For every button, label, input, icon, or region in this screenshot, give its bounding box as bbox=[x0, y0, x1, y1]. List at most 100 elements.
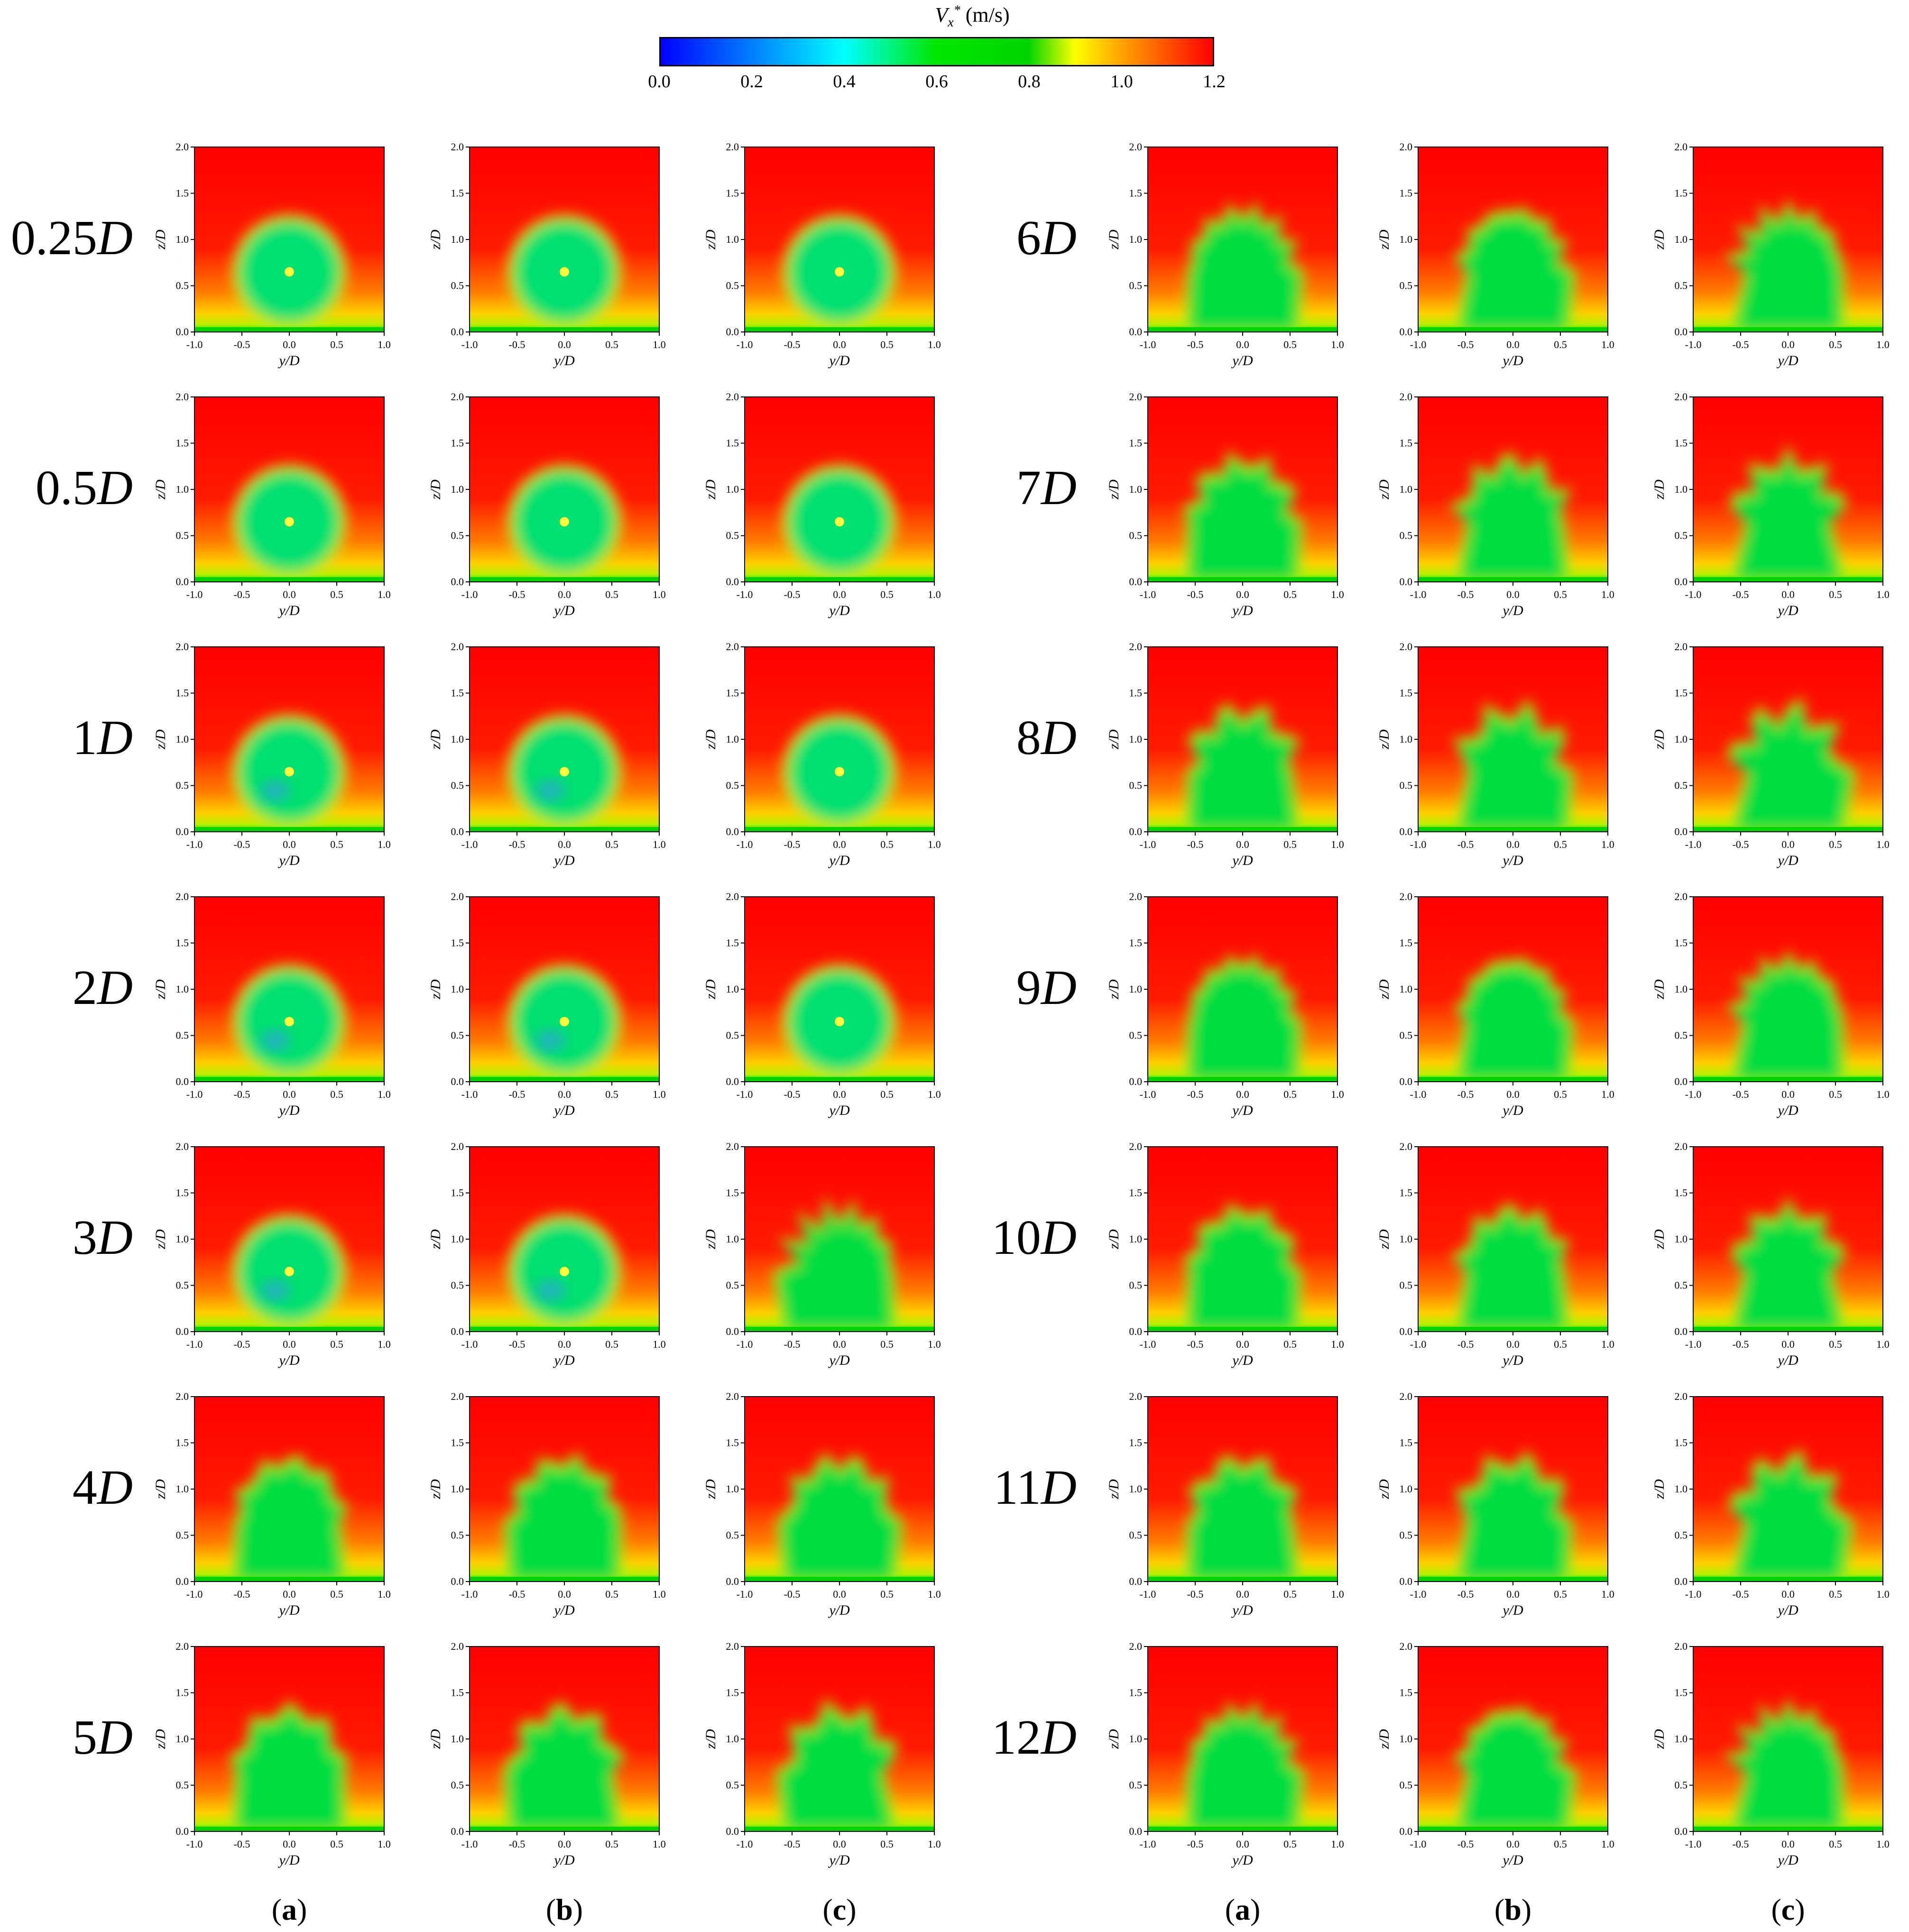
row-label-number: 12 bbox=[991, 1710, 1041, 1765]
y-tick-label: 0.0 bbox=[176, 326, 189, 338]
y-axis-label: z/D bbox=[1376, 479, 1392, 500]
y-tick-label: 0.5 bbox=[726, 780, 739, 791]
y-axis-label: z/D bbox=[428, 1729, 443, 1749]
y-tick-label: 1.0 bbox=[1129, 233, 1143, 245]
row-label-number: 11 bbox=[993, 1460, 1041, 1515]
x-tick-label: 0.5 bbox=[605, 1338, 618, 1350]
x-tick-label: -1.0 bbox=[186, 589, 203, 600]
panel-svg: -1.0 -0.5 0.0 0.5 1.0 0.0 0.5 1.0 1.5 2.0 y/D z/D bbox=[428, 891, 666, 1118]
row-label-left: 3D bbox=[0, 1213, 133, 1262]
velocity-field bbox=[1418, 897, 1608, 1082]
x-axis-label: y/D bbox=[1501, 1602, 1523, 1618]
velocity-field bbox=[1418, 1397, 1608, 1582]
y-tick-label: 0.0 bbox=[726, 1076, 739, 1087]
y-tick-label: 1.0 bbox=[451, 1733, 464, 1745]
plot-area: -1.0 -0.5 0.0 0.5 1.0 0.0 0.5 1.0 1.5 2.0 y/D z/D bbox=[1376, 1390, 1614, 1618]
y-tick-label: 1.0 bbox=[726, 1733, 739, 1745]
y-tick-label: 0.5 bbox=[176, 1030, 189, 1041]
wake-blurred bbox=[1729, 444, 1847, 582]
panel-svg: -1.0 -0.5 0.0 0.5 1.0 0.0 0.5 1.0 1.5 2.0 y/D z/D bbox=[1376, 1640, 1614, 1868]
ground-layer bbox=[745, 827, 934, 832]
y-tick-label: 0.0 bbox=[1129, 1076, 1143, 1087]
x-tick-label: 0.0 bbox=[283, 589, 296, 600]
colorbar-title: Vx* (m/s) bbox=[935, 3, 1010, 30]
y-tick-label: 1.5 bbox=[726, 1687, 739, 1699]
x-tick-label: -1.0 bbox=[737, 838, 753, 850]
contour-panel: -1.0 -0.5 0.0 0.5 1.0 0.0 0.5 1.0 1.5 2.0 y/D z/D bbox=[427, 138, 669, 382]
y-axis-label: z/D bbox=[1106, 230, 1122, 250]
x-tick-label: -1.0 bbox=[1685, 1088, 1702, 1100]
plot-area: -1.0 -0.5 0.0 0.5 1.0 0.0 0.5 1.0 1.5 2.0 y/D z/D bbox=[1651, 391, 1890, 618]
y-tick-label: 0.5 bbox=[1675, 280, 1688, 292]
wake-blurred bbox=[1454, 957, 1575, 1082]
x-tick-label: -1.0 bbox=[737, 589, 753, 600]
panel-svg: -1.0 -0.5 0.0 0.5 1.0 0.0 0.5 1.0 1.5 2.0 y/D z/D bbox=[428, 391, 666, 618]
contour-panel: -1.0 -0.5 0.0 0.5 1.0 0.0 0.5 1.0 1.5 2.0 y/D z/D bbox=[1651, 1387, 1892, 1631]
x-tick-label: -0.5 bbox=[784, 1338, 801, 1350]
plot-area: -1.0 -0.5 0.0 0.5 1.0 0.0 0.5 1.0 1.5 2.0 y/D z/D bbox=[703, 391, 941, 618]
x-tick-label: 0.0 bbox=[558, 1088, 571, 1100]
x-tick-label: 0.5 bbox=[605, 838, 618, 850]
y-tick-label: 0.5 bbox=[451, 530, 464, 542]
wake-core bbox=[1458, 215, 1572, 330]
ground-layer bbox=[745, 1827, 934, 1831]
contour-panel: -1.0 -0.5 0.0 0.5 1.0 0.0 0.5 1.0 1.5 2.0 y/D z/D bbox=[427, 1637, 669, 1881]
panel-svg: -1.0 -0.5 0.0 0.5 1.0 0.0 0.5 1.0 1.5 2.0 y/D z/D bbox=[1106, 641, 1344, 868]
x-tick-label: 0.0 bbox=[1236, 1588, 1249, 1600]
x-tick-label: -0.5 bbox=[1733, 589, 1749, 600]
wake-blurred bbox=[1449, 451, 1572, 582]
y-tick-label: 0.0 bbox=[1400, 1325, 1413, 1337]
y-tick-label: 1.5 bbox=[1675, 187, 1688, 199]
wake-blurred bbox=[1451, 1203, 1570, 1332]
x-tick-label: 1.0 bbox=[1876, 339, 1890, 350]
x-axis-label: y/D bbox=[277, 353, 300, 368]
plot-area: -1.0 -0.5 0.0 0.5 1.0 0.0 0.5 1.0 1.5 2.0 y/D z/D bbox=[1376, 391, 1614, 618]
y-axis-label: z/D bbox=[1376, 230, 1392, 250]
wake-blurred bbox=[1724, 199, 1845, 332]
row-label-right: 12D bbox=[944, 1713, 1077, 1762]
ground-layer bbox=[1693, 1077, 1883, 1082]
y-tick-label: 1.0 bbox=[451, 983, 464, 995]
row-label-right: 7D bbox=[944, 463, 1077, 513]
y-tick-label: 1.0 bbox=[1400, 1233, 1413, 1245]
contour-panel: -1.0 -0.5 0.0 0.5 1.0 0.0 0.5 1.0 1.5 2.0 y/D z/D bbox=[1105, 1637, 1347, 1881]
velocity-field bbox=[745, 1147, 934, 1332]
y-tick-label: 0.0 bbox=[726, 1575, 739, 1587]
y-tick-label: 1.0 bbox=[1400, 983, 1413, 995]
plot-area: -1.0 -0.5 0.0 0.5 1.0 0.0 0.5 1.0 1.5 2.0 y/D z/D bbox=[1106, 1390, 1344, 1618]
ground-layer bbox=[1418, 1327, 1608, 1332]
y-tick-label: 0.5 bbox=[176, 530, 189, 542]
x-tick-label: 0.0 bbox=[1781, 339, 1795, 350]
y-tick-label: 0.0 bbox=[451, 1076, 464, 1087]
y-axis-label: z/D bbox=[703, 1479, 719, 1500]
y-tick-label: 2.0 bbox=[451, 391, 464, 403]
y-tick-label: 0.5 bbox=[451, 780, 464, 791]
y-tick-label: 1.0 bbox=[1675, 483, 1688, 495]
y-tick-label: 1.5 bbox=[451, 1187, 464, 1199]
y-tick-label: 2.0 bbox=[726, 891, 739, 902]
x-axis-label: y/D bbox=[1501, 853, 1523, 868]
x-tick-label: -1.0 bbox=[1685, 1338, 1702, 1350]
x-tick-label: 1.0 bbox=[1331, 589, 1344, 600]
x-tick-label: 0.0 bbox=[833, 1338, 846, 1350]
x-tick-label: 0.5 bbox=[330, 838, 343, 850]
contour-panel: -1.0 -0.5 0.0 0.5 1.0 0.0 0.5 1.0 1.5 2.0 y/D z/D bbox=[1375, 1137, 1617, 1381]
wake-core bbox=[1734, 453, 1842, 580]
panel-svg: -1.0 -0.5 0.0 0.5 1.0 0.0 0.5 1.0 1.5 2.0 y/D z/D bbox=[428, 1141, 666, 1368]
x-tick-label: -0.5 bbox=[1733, 339, 1749, 350]
x-tick-label: 0.5 bbox=[880, 589, 894, 600]
y-tick-label: 1.5 bbox=[1400, 687, 1413, 699]
y-tick-label: 2.0 bbox=[1129, 1141, 1143, 1152]
x-tick-label: 0.0 bbox=[283, 1338, 296, 1350]
x-axis-label: y/D bbox=[1776, 853, 1798, 868]
x-tick-label: 0.0 bbox=[1506, 838, 1520, 850]
x-tick-label: -1.0 bbox=[1410, 838, 1427, 850]
x-tick-label: 1.0 bbox=[378, 838, 391, 850]
x-axis-label: y/D bbox=[828, 1352, 850, 1368]
colorbar-tick-label: 0.2 bbox=[740, 72, 763, 92]
x-tick-label: 1.0 bbox=[653, 1088, 666, 1100]
x-tick-label: 0.5 bbox=[605, 1088, 618, 1100]
velocity-field bbox=[194, 1147, 384, 1332]
wake-blurred bbox=[1722, 1697, 1845, 1831]
velocity-field bbox=[1693, 1397, 1883, 1582]
